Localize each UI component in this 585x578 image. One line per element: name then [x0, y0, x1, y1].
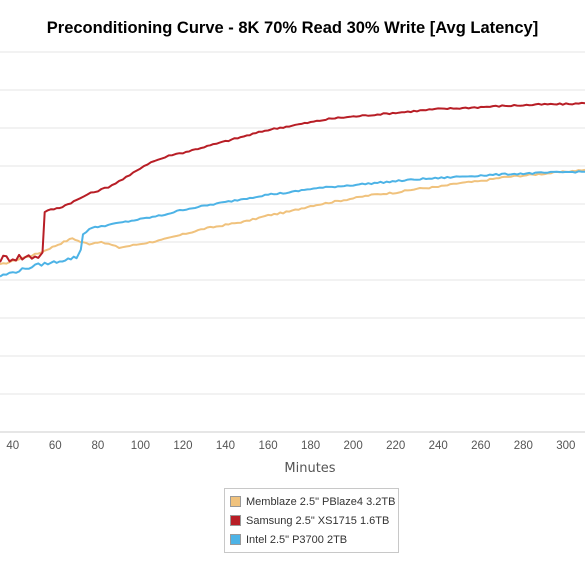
series-layer — [0, 101, 585, 278]
x-tick-label-5: 140 — [216, 440, 235, 452]
legend-label-2: Intel 2.5" P3700 2TB — [246, 533, 348, 546]
x-tick-label-3: 100 — [131, 440, 150, 452]
x-tick-label-6: 160 — [258, 440, 277, 452]
x-tick-label-0: 40 — [6, 440, 19, 452]
legend-item-0[interactable]: Memblaze 2.5" PBlaze4 3.2TB — [230, 492, 396, 511]
legend-label-1: Samsung 2.5" XS1715 1.6TB — [246, 514, 390, 527]
series-line-2 — [0, 170, 585, 278]
x-tick-label-2: 80 — [91, 440, 104, 452]
legend-swatch-1 — [230, 515, 241, 526]
legend-swatch-0 — [230, 496, 241, 507]
legend: Memblaze 2.5" PBlaze4 3.2TB Samsung 2.5" … — [224, 488, 399, 553]
legend-item-2[interactable]: Intel 2.5" P3700 2TB — [230, 530, 393, 549]
legend-swatch-2 — [230, 534, 241, 545]
x-tick-label-12: 280 — [514, 440, 533, 452]
x-tick-label-11: 260 — [471, 440, 490, 452]
x-tick-label-10: 240 — [429, 440, 448, 452]
x-tick-label-8: 200 — [344, 440, 363, 452]
grid-layer — [0, 51, 585, 433]
x-tick-label-1: 60 — [49, 440, 62, 452]
x-tick-labels: 40 60 80 100 120 140 160 180 200 220 240 260 280 300 — [6, 440, 575, 452]
series-line-0 — [0, 168, 585, 266]
series-line-1 — [0, 101, 585, 263]
legend-label-0: Memblaze 2.5" PBlaze4 3.2TB — [246, 495, 396, 508]
x-axis-title: Minutes — [284, 461, 335, 476]
chart-title: Preconditioning Curve - 8K 70% Read 30% … — [46, 19, 539, 37]
x-tick-label-4: 120 — [173, 440, 192, 452]
legend-item-1[interactable]: Samsung 2.5" XS1715 1.6TB — [230, 511, 393, 530]
x-tick-label-13: 300 — [556, 440, 575, 452]
x-tick-label-7: 180 — [301, 440, 320, 452]
line-chart: 40 60 80 100 120 140 160 180 200 220 240 260 280 300 … — [0, 51, 585, 476]
x-tick-label-9: 220 — [386, 440, 405, 452]
